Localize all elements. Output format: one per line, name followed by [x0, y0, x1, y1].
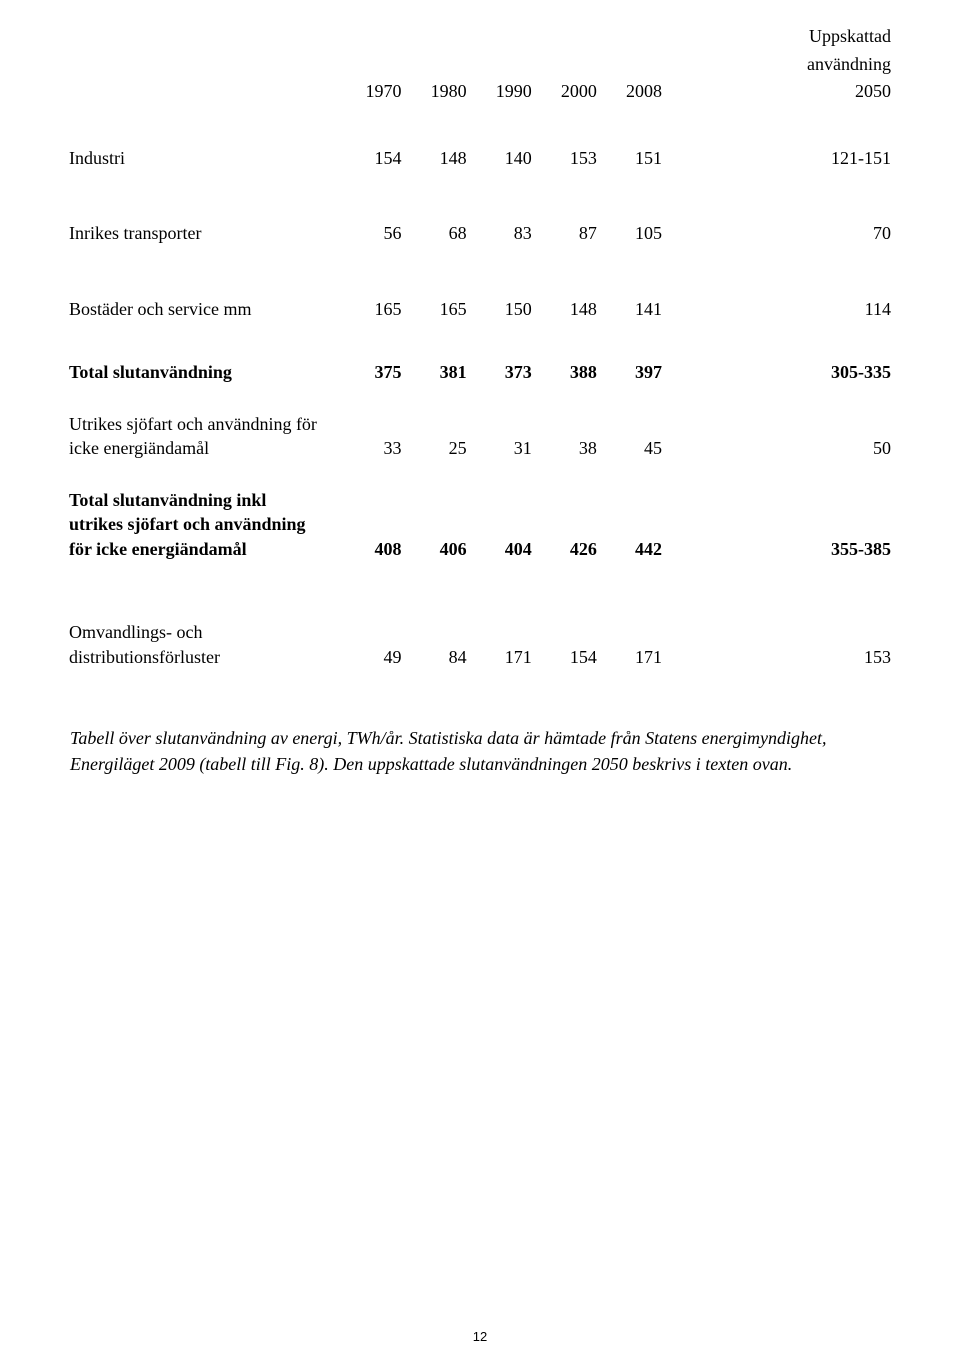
header-year: 1990	[468, 79, 533, 107]
cell: 31	[468, 436, 533, 461]
cell: 171	[598, 645, 663, 670]
table-row: icke energiändamål 33 25 31 38 45 50	[68, 436, 892, 461]
cell: 165	[337, 246, 402, 322]
energy-table: Uppskattad användning 1970 1980 1990 200…	[68, 24, 892, 669]
cell: 373	[468, 321, 533, 385]
cell: 140	[468, 107, 533, 171]
cell: 33	[337, 436, 402, 461]
cell: 114	[757, 246, 892, 322]
cell: 50	[757, 436, 892, 461]
cell: 45	[598, 436, 663, 461]
cell: 25	[403, 436, 468, 461]
cell: 87	[533, 170, 598, 246]
document-page: Uppskattad användning 1970 1980 1990 200…	[0, 0, 960, 1370]
row-label: distributionsförluster	[68, 645, 337, 670]
row-label: Total slutanvändning	[68, 321, 337, 385]
cell: 38	[533, 436, 598, 461]
cell: 381	[403, 321, 468, 385]
cell: 148	[403, 107, 468, 171]
row-label: icke energiändamål	[68, 436, 337, 461]
cell: 154	[533, 645, 598, 670]
cell: 375	[337, 321, 402, 385]
cell: 153	[757, 645, 892, 670]
table-row: Industri 154 148 140 153 151 121-151	[68, 107, 892, 171]
cell: 150	[468, 246, 533, 322]
header-year: 1970	[337, 79, 402, 107]
cell: 154	[337, 107, 402, 171]
table-row: Bostäder och service mm 165 165 150 148 …	[68, 246, 892, 322]
table-row: distributionsförluster 49 84 171 154 171…	[68, 645, 892, 670]
cell: 68	[403, 170, 468, 246]
cell: 426	[533, 537, 598, 562]
row-label: Inrikes transporter	[68, 170, 337, 246]
cell: 49	[337, 645, 402, 670]
header-estimated-2: användning	[757, 52, 892, 80]
header-year-est: 2050	[757, 79, 892, 107]
cell: 141	[598, 246, 663, 322]
cell: 305-335	[757, 321, 892, 385]
cell: 408	[337, 537, 402, 562]
row-label: Industri	[68, 107, 337, 171]
cell: 404	[468, 537, 533, 562]
table-row: Inrikes transporter 56 68 83 87 105 70	[68, 170, 892, 246]
cell: 84	[403, 645, 468, 670]
cell: 388	[533, 321, 598, 385]
table-row: för icke energiändamål 408 406 404 426 4…	[68, 537, 892, 562]
header-year: 1980	[403, 79, 468, 107]
page-number: 12	[0, 1329, 960, 1344]
cell: 83	[468, 170, 533, 246]
cell: 171	[468, 645, 533, 670]
row-label: Bostäder och service mm	[68, 246, 337, 322]
cell: 153	[533, 107, 598, 171]
row-label: för icke energiändamål	[68, 537, 337, 562]
table-caption: Tabell över slutanvändning av energi, TW…	[68, 725, 892, 777]
table-row: Utrikes sjöfart och användning för	[68, 385, 892, 437]
cell: 148	[533, 246, 598, 322]
cell: 70	[757, 170, 892, 246]
row-label: Omvandlings- och	[68, 561, 663, 645]
row-label: utrikes sjöfart och användning	[68, 512, 663, 537]
cell: 406	[403, 537, 468, 562]
row-label: Utrikes sjöfart och användning för	[68, 385, 663, 437]
cell: 397	[598, 321, 663, 385]
table-row: utrikes sjöfart och användning	[68, 512, 892, 537]
table-row: Total slutanvändning 375 381 373 388 397…	[68, 321, 892, 385]
cell: 151	[598, 107, 663, 171]
cell: 56	[337, 170, 402, 246]
header-year: 2000	[533, 79, 598, 107]
row-label: Total slutanvändning inkl	[68, 461, 663, 513]
table-row: Omvandlings- och	[68, 561, 892, 645]
cell: 121-151	[757, 107, 892, 171]
header-year: 2008	[598, 79, 663, 107]
cell: 165	[403, 246, 468, 322]
header-estimated-1: Uppskattad	[757, 24, 892, 52]
cell: 105	[598, 170, 663, 246]
table-row: Total slutanvändning inkl	[68, 461, 892, 513]
cell: 442	[598, 537, 663, 562]
cell: 355-385	[757, 537, 892, 562]
